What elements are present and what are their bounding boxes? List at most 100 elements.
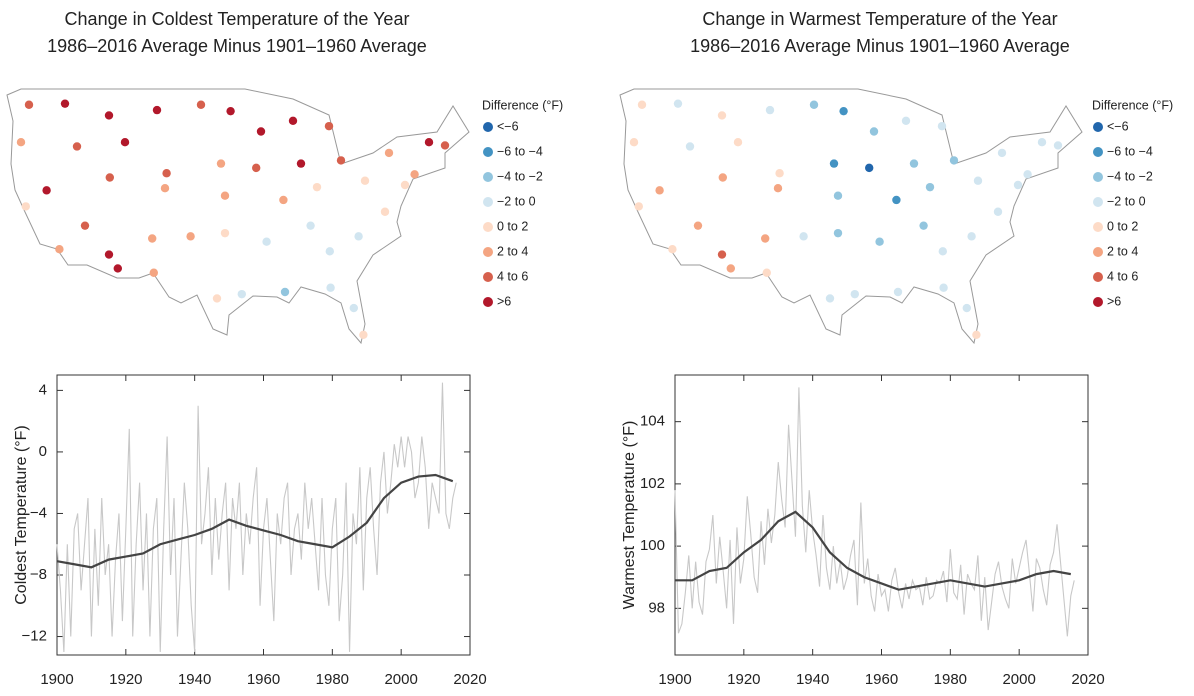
station-dot <box>629 138 639 147</box>
x-tick-label: 1960 <box>865 671 898 688</box>
x-tick-label: 2020 <box>453 671 486 688</box>
y-tick-label: −4 <box>30 504 47 521</box>
station-dot <box>148 234 157 243</box>
station-dot <box>400 180 410 190</box>
station-dot <box>252 163 261 173</box>
legend-label: −2 to 0 <box>1107 194 1146 208</box>
station-dot <box>279 195 288 205</box>
legend-swatch <box>1093 172 1103 182</box>
station-dot <box>212 294 222 303</box>
legend-label: −2 to 0 <box>497 194 536 208</box>
station-dot <box>104 250 114 259</box>
station-dot <box>220 191 230 200</box>
station-dot <box>972 330 981 339</box>
station-dot <box>72 142 82 151</box>
us-outline <box>619 88 1083 344</box>
legend-label: 0 to 2 <box>497 219 528 233</box>
station-dot <box>865 163 874 173</box>
legend-swatch <box>1093 247 1103 257</box>
station-dot <box>773 184 783 193</box>
station-dot <box>280 287 290 297</box>
station-dot <box>718 173 727 182</box>
station-dot <box>761 234 770 243</box>
chart-title: Change in Coldest Temperature of the Yea… <box>65 9 410 29</box>
legend-label: 4 to 6 <box>497 269 528 283</box>
station-dot <box>306 221 315 230</box>
legend-swatch <box>483 122 493 132</box>
x-tick-label: 2000 <box>384 671 417 688</box>
y-axis-label: Warmest Temperature (°F) <box>621 421 638 610</box>
station-dot <box>326 283 335 292</box>
legend-swatch <box>1093 147 1103 157</box>
station-dot <box>869 127 879 136</box>
station-dot <box>997 148 1007 158</box>
x-tick-label: 2000 <box>1002 671 1035 688</box>
data-line <box>674 387 1075 637</box>
legend-swatch <box>483 147 493 157</box>
y-tick-label: 100 <box>640 537 665 554</box>
legend-label: −4 to −2 <box>497 169 543 183</box>
x-tick-label: 1960 <box>247 671 280 688</box>
station-dot <box>384 148 394 158</box>
station-dot <box>24 100 34 109</box>
station-dot <box>939 283 948 292</box>
station-dot <box>809 100 819 109</box>
legend-title: Difference (°F) <box>1092 98 1173 112</box>
station-dot <box>717 111 727 120</box>
x-tick-label: 1940 <box>178 671 211 688</box>
station-dot <box>668 245 677 254</box>
station-dot <box>359 330 368 339</box>
station-dot <box>839 106 848 116</box>
us-outline <box>6 88 470 344</box>
station-dot <box>160 184 170 193</box>
station-dot <box>892 195 901 205</box>
station-dot <box>16 138 26 147</box>
x-tick-label: 1920 <box>109 671 142 688</box>
legend-label: 2 to 4 <box>1107 244 1138 258</box>
station-dot <box>162 169 171 178</box>
legend-swatch <box>1093 272 1103 282</box>
x-tick-label: 2020 <box>1071 671 1104 688</box>
y-tick-label: 98 <box>648 599 665 616</box>
y-tick-label: −12 <box>22 628 47 645</box>
legend-label: 2 to 4 <box>497 244 528 258</box>
legend-label: −4 to −2 <box>1107 169 1153 183</box>
data-line <box>56 473 454 569</box>
station-dot <box>440 141 450 150</box>
station-dot <box>762 268 771 277</box>
legend-swatch <box>483 247 493 257</box>
legend-label: <−6 <box>1107 119 1129 133</box>
station-dot <box>237 289 246 299</box>
chart-title: Change in Warmest Temperature of the Yea… <box>702 9 1057 29</box>
station-dot <box>1023 170 1032 179</box>
station-dot <box>829 159 839 168</box>
station-dot <box>634 202 643 211</box>
station-dot <box>42 186 51 195</box>
station-dot <box>325 247 334 256</box>
station-dot <box>410 170 419 179</box>
station-dot <box>850 289 859 299</box>
legend-label: −6 to −4 <box>1107 144 1153 158</box>
station-dot <box>21 202 30 211</box>
station-dot <box>973 176 983 185</box>
station-dot <box>825 294 835 303</box>
station-dot <box>226 106 235 116</box>
station-dot <box>775 169 784 178</box>
station-dot <box>1053 141 1063 150</box>
station-dot <box>60 99 70 108</box>
station-dot <box>220 228 230 238</box>
station-dot <box>360 176 370 185</box>
legend-swatch <box>483 197 493 207</box>
station-dot <box>673 99 683 108</box>
station-dot <box>349 303 358 313</box>
station-dot <box>186 232 195 241</box>
station-dot <box>693 221 703 230</box>
legend-title: Difference (°F) <box>482 98 563 112</box>
legend-swatch <box>483 172 493 182</box>
station-dot <box>80 221 90 230</box>
y-tick-label: 0 <box>39 443 47 460</box>
plot-frame <box>674 374 1089 656</box>
x-tick-label: 1920 <box>727 671 760 688</box>
station-dot <box>216 159 226 168</box>
